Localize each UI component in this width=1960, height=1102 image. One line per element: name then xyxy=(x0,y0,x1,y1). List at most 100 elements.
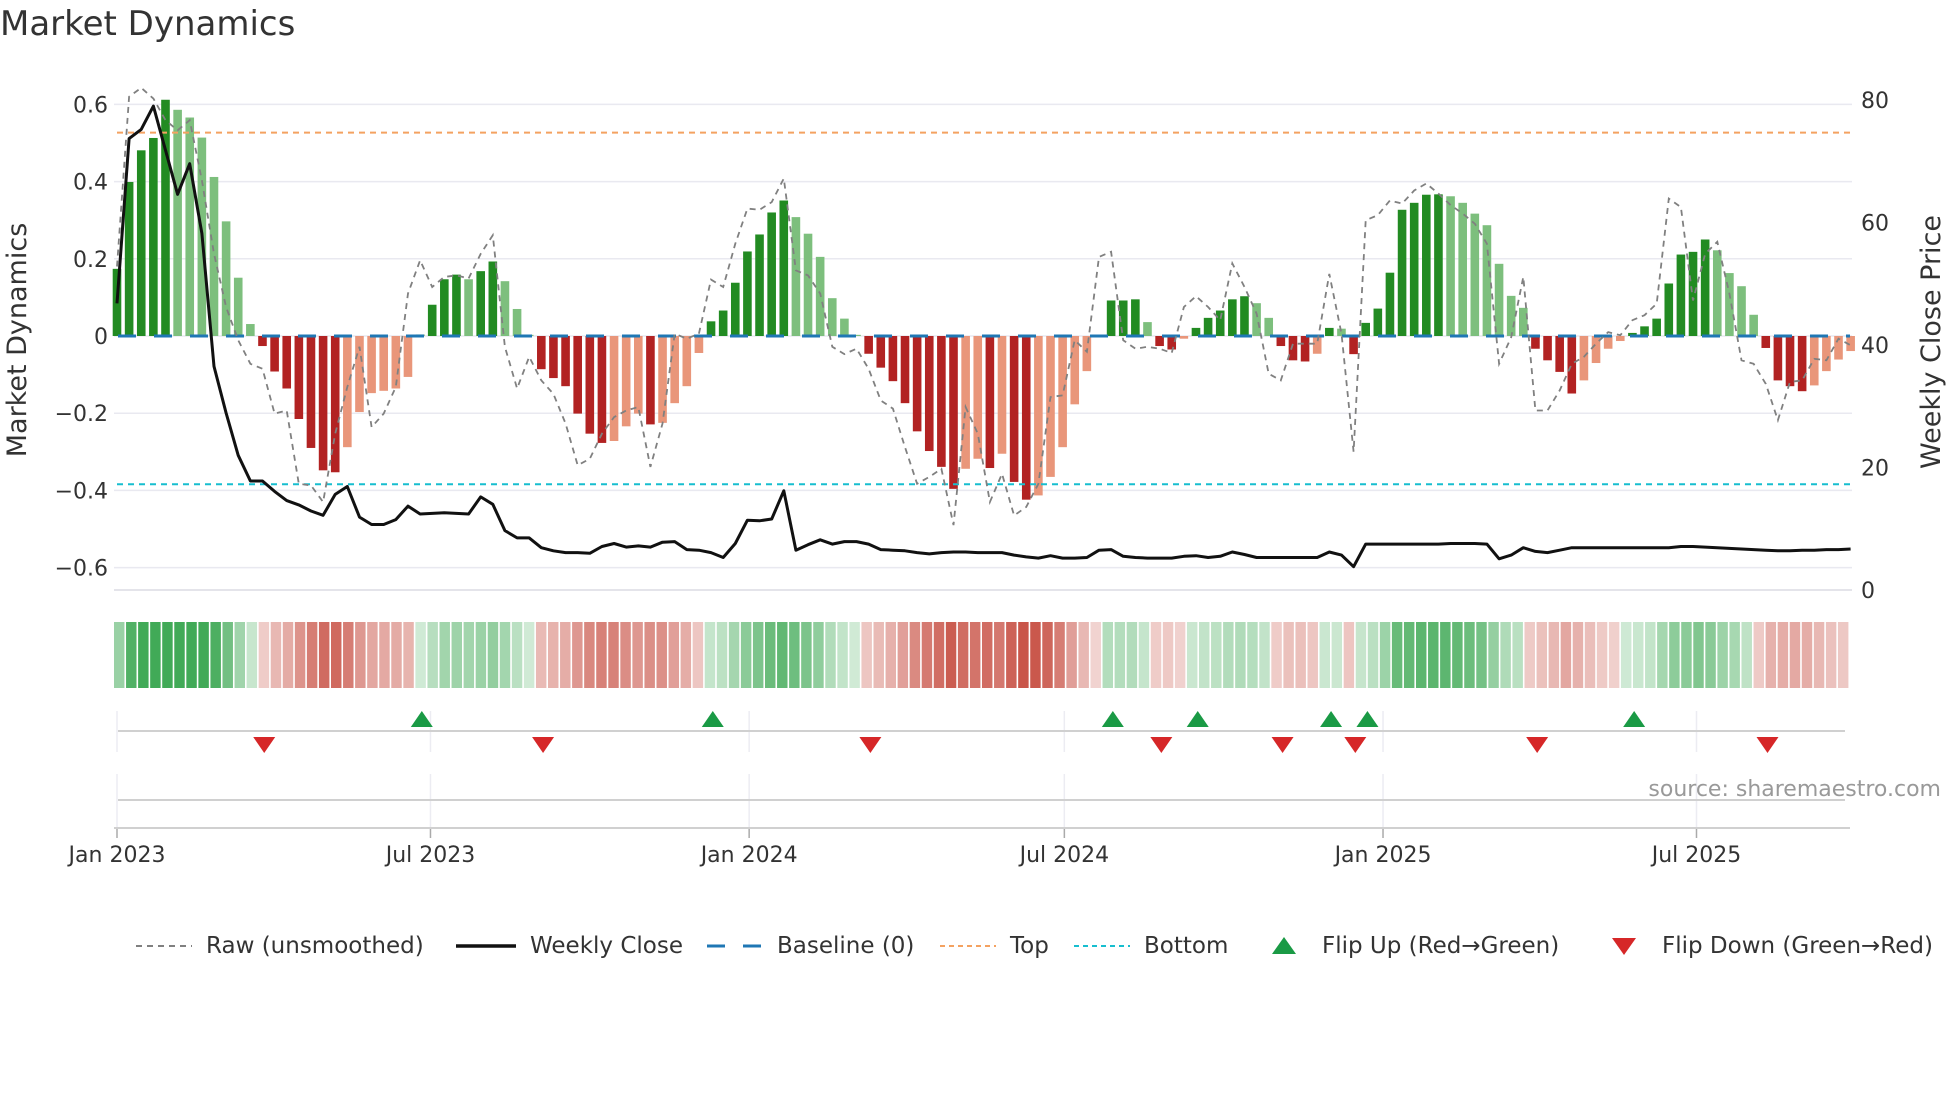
bar xyxy=(1543,336,1552,361)
heat-cell xyxy=(318,622,330,688)
heat-cell xyxy=(306,622,318,688)
bar xyxy=(149,137,158,336)
raw-line xyxy=(116,86,1852,526)
source-annotation: source: sharemaestro.com xyxy=(1648,777,1941,802)
flip-up-marker xyxy=(1186,711,1209,727)
y-axis-label-right: Weekly Close Price xyxy=(1916,215,1947,469)
bar xyxy=(1555,336,1564,372)
bar xyxy=(270,336,279,372)
legend-weekly-close: Weekly Close xyxy=(456,930,683,962)
bar xyxy=(1203,317,1213,336)
heat-cell xyxy=(1391,622,1403,688)
heat-cell xyxy=(114,622,125,688)
heat-cell xyxy=(1006,622,1017,688)
heat-cell xyxy=(1355,622,1367,688)
flip-up-marker xyxy=(1356,711,1379,727)
bar xyxy=(1809,336,1819,386)
bar xyxy=(791,217,801,336)
bar xyxy=(1761,336,1771,348)
axes: −0.6 −0.4 −0.2 0 0.2 0.4 0.6 0 20 40 60 80 xyxy=(55,89,1889,604)
flip-down-marker xyxy=(1526,737,1549,753)
bar xyxy=(840,318,849,336)
heat-cell xyxy=(1150,622,1162,688)
heat-cell xyxy=(921,622,933,688)
bar xyxy=(973,336,983,459)
heat-cell xyxy=(1223,622,1234,688)
heat-cell xyxy=(1018,622,1029,688)
heat-cell xyxy=(572,622,583,688)
heat-cell xyxy=(1295,622,1306,688)
heat-cell xyxy=(909,622,921,688)
bar xyxy=(1785,336,1795,387)
triangle-down-icon xyxy=(1612,938,1636,955)
bar xyxy=(1822,336,1831,372)
flip-down-marker xyxy=(532,737,555,753)
bar xyxy=(1228,299,1237,336)
heat-cell xyxy=(1813,622,1825,688)
bar xyxy=(1021,336,1031,500)
heat-cell xyxy=(1801,622,1813,688)
bar xyxy=(427,304,437,336)
heat-cell xyxy=(138,622,149,688)
bar xyxy=(924,336,934,452)
bars xyxy=(112,99,1855,500)
bar xyxy=(124,181,134,336)
bar xyxy=(1531,336,1540,349)
heat-cell xyxy=(1536,622,1548,688)
y-tick-label: 0 xyxy=(94,325,108,350)
y-tick-label: −0.4 xyxy=(55,479,108,504)
bar xyxy=(1615,336,1625,342)
heat-cell xyxy=(415,622,426,688)
bar xyxy=(1591,336,1601,364)
flip-down-marker xyxy=(1150,737,1173,753)
bar xyxy=(1361,322,1370,336)
heat-cell xyxy=(367,622,378,688)
flip-up-marker xyxy=(1320,711,1343,727)
heat-cell xyxy=(282,622,294,688)
heat-cell xyxy=(644,622,655,688)
bar xyxy=(549,336,558,379)
heat-cell xyxy=(427,622,438,688)
bar xyxy=(1797,336,1807,392)
triangle-up-icon xyxy=(1272,937,1296,954)
y-right-tick-label: 40 xyxy=(1861,334,1889,359)
bar xyxy=(1034,336,1043,496)
heat-cell xyxy=(620,622,631,688)
dotted-line-icon xyxy=(1074,945,1130,947)
heat-cell xyxy=(752,622,764,688)
dotted-line-icon xyxy=(940,945,996,947)
heat-cell xyxy=(560,622,571,688)
dashed-line-icon xyxy=(707,944,763,948)
heat-cell xyxy=(969,622,981,688)
bar xyxy=(1446,196,1455,336)
heat-cell xyxy=(825,622,836,688)
heat-cell xyxy=(584,622,595,688)
heat-cell xyxy=(1777,622,1789,688)
bar xyxy=(1215,310,1225,336)
legend-label: Bottom xyxy=(1144,933,1229,959)
flip-down-marker xyxy=(1344,737,1367,753)
heat-cell xyxy=(1319,622,1331,688)
legend-label: Flip Up (Red→Green) xyxy=(1322,933,1560,959)
y-tick-label: 0.2 xyxy=(73,248,108,273)
bar xyxy=(1603,336,1613,349)
bar xyxy=(1179,336,1189,339)
bar xyxy=(1349,336,1358,355)
heat-cell xyxy=(873,622,884,688)
x-tick-label: Jan 2024 xyxy=(699,843,798,868)
chart-title: Market Dynamics xyxy=(0,4,296,44)
heat-cell xyxy=(596,622,607,688)
heat-cell xyxy=(740,622,752,688)
heat-cell xyxy=(499,622,511,688)
y-axis-label-left: Market Dynamics xyxy=(2,223,33,458)
bar xyxy=(1191,327,1201,336)
heat-cell xyxy=(511,622,523,688)
heat-cell xyxy=(1247,622,1258,688)
bar xyxy=(1712,250,1722,336)
bar xyxy=(1506,295,1516,336)
heat-cell xyxy=(1837,622,1849,688)
bar xyxy=(306,336,316,448)
heat-cell xyxy=(704,622,716,688)
heat-cell xyxy=(343,622,354,688)
